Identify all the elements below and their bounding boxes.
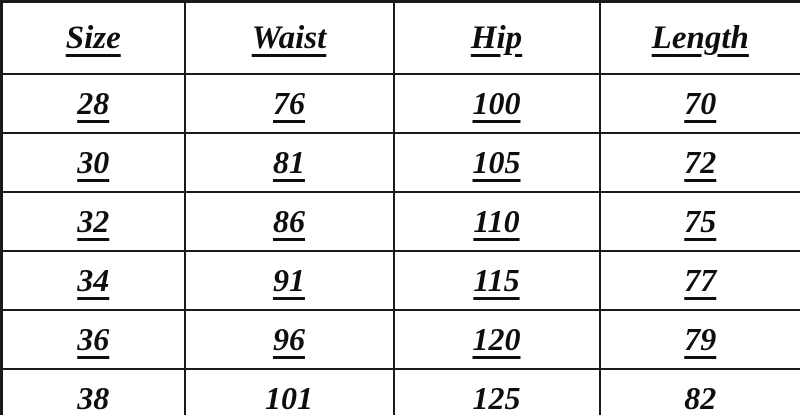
cell-size: 38 (0, 368, 186, 415)
table-row: 32 86 110 75 (0, 191, 800, 252)
header-cell-hip: Hip (392, 0, 601, 75)
cell-hip: 100 (392, 73, 601, 134)
cell-length: 75 (598, 191, 800, 252)
cell-waist: 86 (183, 191, 395, 252)
cell-size: 34 (0, 250, 186, 311)
header-cell-size: Size (0, 0, 186, 75)
cell-waist: 91 (183, 250, 395, 311)
header-row: Size Waist Hip Length (0, 0, 800, 75)
cell-length: 70 (598, 73, 800, 134)
cell-length: 77 (598, 250, 800, 311)
cell-size: 36 (0, 309, 186, 370)
cell-waist: 76 (183, 73, 395, 134)
cell-hip: 115 (392, 250, 601, 311)
cell-length: 79 (598, 309, 800, 370)
table-row: 38 101 125 82 (0, 368, 800, 415)
header-cell-waist: Waist (183, 0, 395, 75)
cell-size: 32 (0, 191, 186, 252)
cell-hip: 110 (392, 191, 601, 252)
table-row: 28 76 100 70 (0, 73, 800, 134)
cell-waist: 101 (183, 368, 395, 415)
cell-hip: 105 (392, 132, 601, 193)
cell-hip: 120 (392, 309, 601, 370)
cell-waist: 81 (183, 132, 395, 193)
table-row: 30 81 105 72 (0, 132, 800, 193)
header-cell-length: Length (598, 0, 800, 75)
table-row: 36 96 120 79 (0, 309, 800, 370)
cell-waist: 96 (183, 309, 395, 370)
cell-hip: 125 (392, 368, 601, 415)
cell-size: 30 (0, 132, 186, 193)
table-row: 34 91 115 77 (0, 250, 800, 311)
cell-length: 82 (598, 368, 800, 415)
cell-size: 28 (0, 73, 186, 134)
cell-length: 72 (598, 132, 800, 193)
